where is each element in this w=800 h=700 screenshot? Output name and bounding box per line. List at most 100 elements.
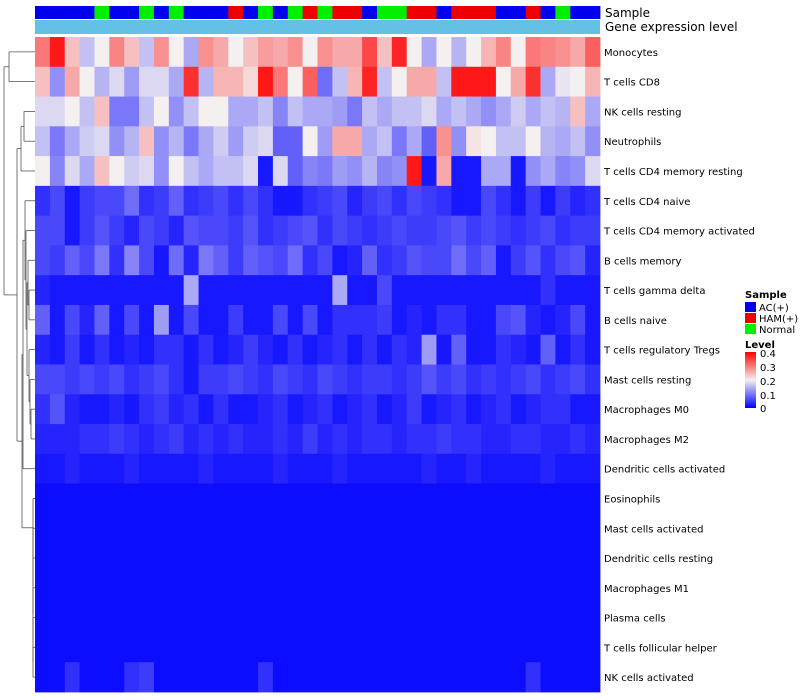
heatmap-cell	[35, 632, 51, 663]
heatmap-cell	[347, 245, 363, 276]
sample-annotation-cell	[347, 6, 363, 19]
heatmap-cell	[153, 453, 170, 484]
heatmap-cell	[332, 513, 348, 544]
heatmap-cell	[481, 424, 497, 455]
heatmap-cell	[302, 185, 318, 217]
heatmap-cell	[287, 37, 304, 68]
heatmap-cell	[183, 632, 199, 663]
heatmap-cell	[436, 483, 452, 514]
heatmap-cell	[228, 275, 244, 306]
heatmap-cell	[49, 483, 66, 514]
heatmap-cell	[302, 334, 318, 365]
heatmap-cell	[302, 37, 318, 68]
heatmap-cell	[124, 572, 140, 604]
heatmap-cell	[243, 66, 259, 97]
heatmap-cell	[94, 96, 110, 127]
heatmap-cell	[495, 543, 512, 574]
heatmap-cell	[421, 126, 437, 157]
heatmap-cell	[79, 96, 95, 127]
heatmap-cell	[362, 602, 378, 633]
heatmap-cell	[183, 334, 199, 365]
heatmap-cell	[183, 156, 199, 187]
heatmap-cell	[243, 126, 259, 157]
heatmap-cell	[540, 66, 556, 97]
heatmap-cell	[347, 364, 363, 395]
heatmap-cell	[124, 364, 140, 395]
heatmap-cell	[376, 37, 393, 68]
heatmap-cell	[451, 513, 467, 544]
heatmap-cell	[124, 513, 140, 544]
heatmap-cell	[495, 185, 512, 217]
heatmap-cell	[317, 543, 333, 574]
heatmap-cell	[481, 96, 497, 127]
heatmap-cell	[49, 453, 66, 484]
heatmap-cell	[35, 96, 51, 127]
heatmap-cell	[64, 364, 81, 395]
heatmap-cell	[347, 96, 363, 127]
heatmap-cell	[495, 245, 512, 276]
row-label: Eosinophils	[604, 494, 660, 505]
heatmap-cell	[540, 37, 556, 68]
heatmap-cell	[124, 304, 140, 336]
heatmap-cell	[540, 513, 556, 544]
heatmap-cell	[228, 37, 244, 68]
heatmap-cell	[362, 245, 378, 276]
heatmap-cell	[302, 364, 318, 395]
heatmap-cell	[64, 215, 81, 246]
heatmap-cell	[94, 275, 110, 306]
heatmap-cell	[510, 662, 527, 693]
heatmap-cell	[287, 245, 304, 276]
heatmap-cell	[198, 602, 214, 633]
heatmap-cell	[139, 602, 155, 633]
heatmap-cell	[272, 543, 289, 574]
heatmap-cell	[525, 215, 541, 246]
heatmap-cell	[495, 602, 512, 633]
heatmap-cell	[391, 37, 408, 68]
heatmap-cell	[347, 543, 363, 574]
heatmap-cell	[585, 215, 601, 246]
heatmap-cell	[35, 483, 51, 514]
sample-annotation-cell	[228, 6, 244, 19]
heatmap-cell	[79, 156, 95, 187]
sample-annotation-cell	[153, 6, 170, 19]
heatmap-cell	[570, 513, 586, 544]
heatmap-cell	[347, 632, 363, 663]
heatmap-cell	[391, 364, 408, 395]
heatmap-cell	[362, 453, 378, 484]
heatmap-cell	[64, 543, 81, 574]
heatmap-cell	[570, 304, 586, 336]
legend-level-colorbar	[745, 352, 756, 408]
heatmap-cell	[287, 96, 304, 127]
legend-sample: Sample AC(+) HAM(+) Normal	[745, 290, 798, 336]
sample-annotation-cell	[213, 6, 229, 19]
heatmap-cell	[258, 185, 274, 217]
heatmap-cell	[510, 275, 527, 306]
heatmap-cell	[481, 483, 497, 514]
heatmap-cell	[139, 96, 155, 127]
heatmap-cell	[198, 37, 214, 68]
heatmap-cell	[183, 275, 199, 306]
annotation-labels: Sample Gene expression level	[605, 6, 738, 34]
heatmap-cell	[317, 334, 333, 365]
heatmap-cell	[228, 394, 244, 425]
heatmap-cell	[451, 424, 467, 455]
heatmap-cell	[35, 275, 51, 306]
heatmap-cell	[213, 215, 229, 246]
heatmap-cell	[466, 453, 482, 484]
heatmap-cell	[272, 245, 289, 276]
heatmap-cell	[510, 483, 527, 514]
heatmap-cell	[570, 602, 586, 633]
heatmap-cell	[94, 632, 110, 663]
heatmap-cell	[258, 394, 274, 425]
heatmap-cell	[139, 215, 155, 246]
heatmap-cell	[436, 275, 452, 306]
heatmap-cell	[49, 364, 66, 395]
heatmap-cell	[213, 572, 229, 604]
heatmap-cell	[570, 632, 586, 663]
heatmap-cell	[376, 245, 393, 276]
heatmap-cell	[347, 394, 363, 425]
heatmap-cell	[198, 215, 214, 246]
heatmap-cell	[124, 215, 140, 246]
heatmap-cell	[49, 126, 66, 157]
heatmap-cell	[272, 37, 289, 68]
